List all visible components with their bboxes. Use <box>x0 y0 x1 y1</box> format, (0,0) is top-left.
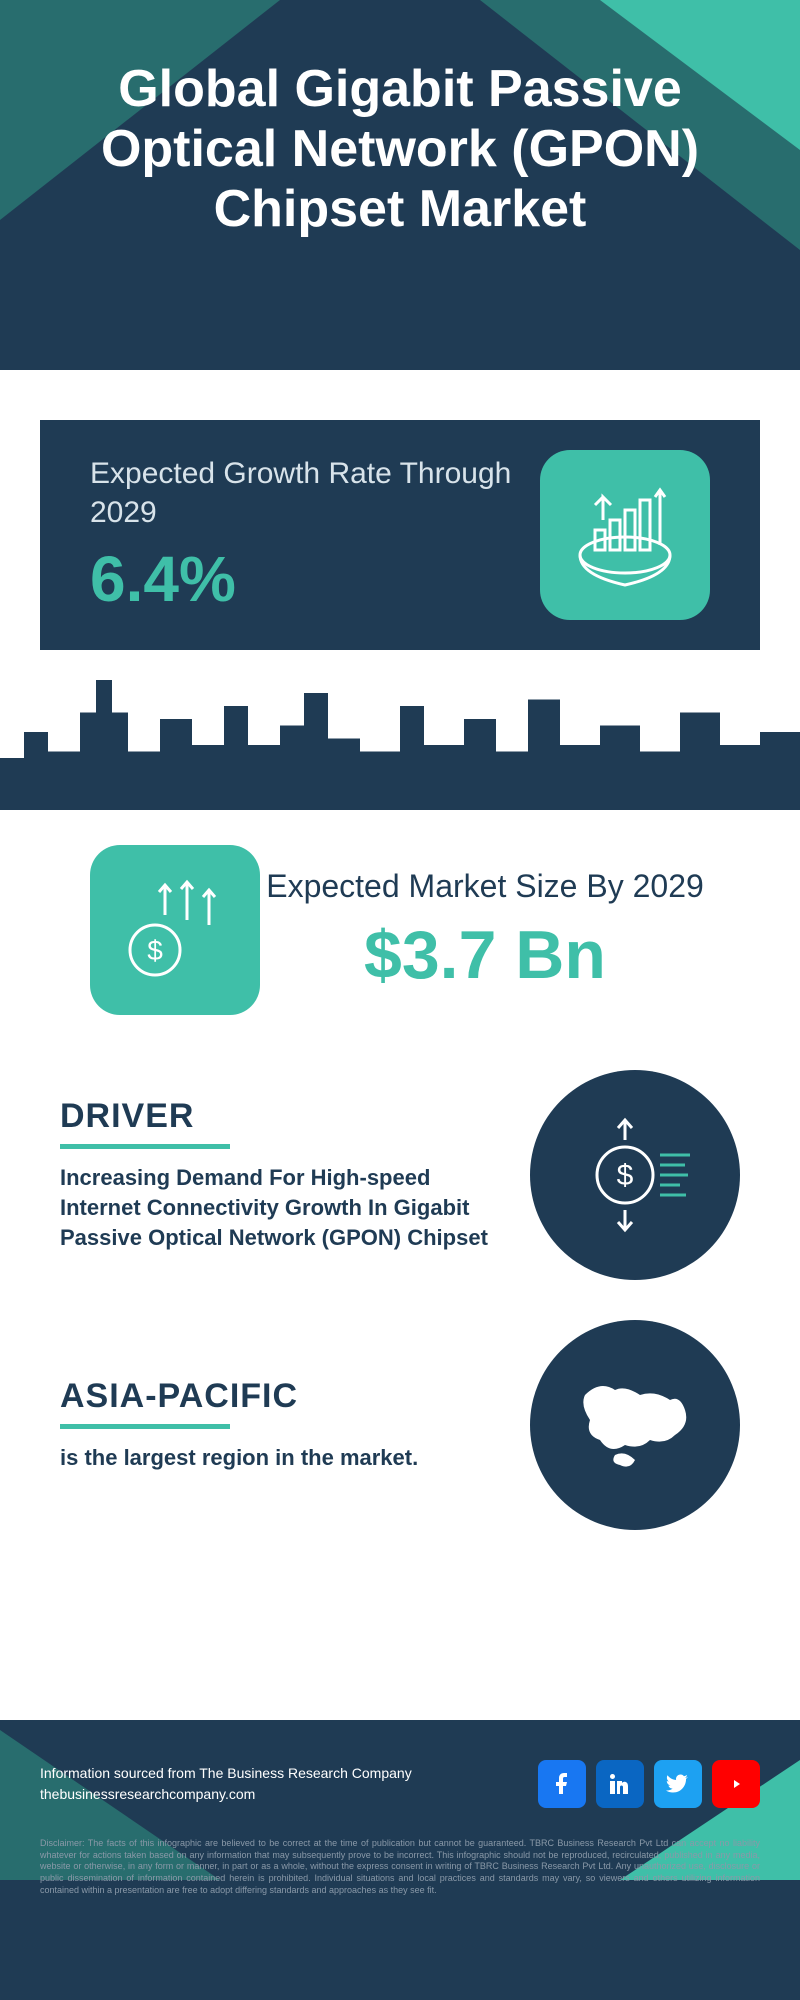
driver-section: DRIVER Increasing Demand For High-speed … <box>60 1070 740 1280</box>
market-size-label: Expected Market Size By 2029 <box>260 866 710 908</box>
header-banner: Global Gigabit Passive Optical Network (… <box>0 0 800 370</box>
region-heading: ASIA-PACIFIC <box>60 1377 490 1416</box>
svg-text:$: $ <box>147 935 163 966</box>
market-size-panel: $ Expected Market Size By 2029 $3.7 Bn <box>40 820 760 1040</box>
underline-decor <box>60 1144 230 1149</box>
underline-decor <box>60 1424 230 1429</box>
svg-text:$: $ <box>617 1159 634 1192</box>
source-url: thebusinessresearchcompany.com <box>40 1784 412 1805</box>
driver-heading: DRIVER <box>60 1097 490 1136</box>
twitter-icon[interactable] <box>654 1760 702 1808</box>
footer-source: Information sourced from The Business Re… <box>40 1763 412 1805</box>
social-links <box>538 1760 760 1808</box>
facebook-icon[interactable] <box>538 1760 586 1808</box>
region-section: ASIA-PACIFIC is the largest region in th… <box>60 1320 740 1530</box>
footer: Information sourced from The Business Re… <box>0 1720 800 2000</box>
skyline-decor <box>0 680 800 810</box>
transfer-icon: $ <box>530 1070 740 1280</box>
growth-chart-icon <box>540 450 710 620</box>
globe-map-icon <box>530 1320 740 1530</box>
youtube-icon[interactable] <box>712 1760 760 1808</box>
growth-rate-label: Expected Growth Rate Through 2029 <box>90 454 540 532</box>
page-title: Global Gigabit Passive Optical Network (… <box>0 0 800 239</box>
dollar-growth-icon: $ <box>90 845 260 1015</box>
region-text: is the largest region in the market. <box>60 1443 490 1473</box>
growth-rate-value: 6.4% <box>90 542 540 616</box>
driver-text: Increasing Demand For High-speed Interne… <box>60 1163 490 1252</box>
growth-rate-panel: Expected Growth Rate Through 2029 6.4% <box>40 420 760 650</box>
market-size-value: $3.7 Bn <box>260 916 710 994</box>
disclaimer-text: Disclaimer: The facts of this infographi… <box>40 1838 760 1896</box>
linkedin-icon[interactable] <box>596 1760 644 1808</box>
source-line: Information sourced from The Business Re… <box>40 1763 412 1784</box>
